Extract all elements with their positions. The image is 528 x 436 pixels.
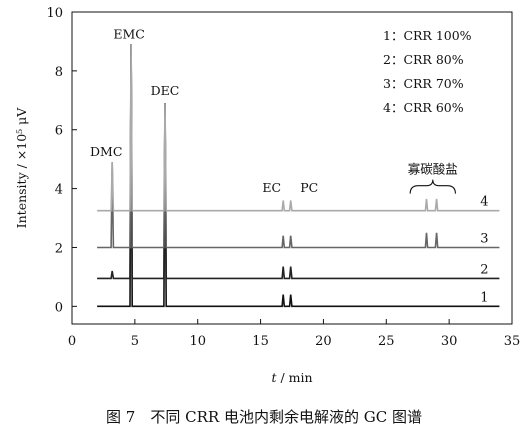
y-axis-label: Intensity / ×10⁵ μV [14, 107, 29, 229]
x-axis-label: t / min [271, 370, 312, 385]
ticks-layer: 0 5 10 15 20 25 30 35 0 2 4 6 8 10 t / min Intensity / … [14, 6, 520, 385]
y-tick-label: 6 [55, 124, 63, 139]
y-tick-label: 2 [55, 241, 63, 256]
legend: 1：CRR 100% 2：CRR 80% 3：CRR 70% 4：CRR 60% [383, 28, 472, 115]
legend-entry-4: 4：CRR 60% [383, 100, 464, 115]
x-tick-label: 30 [441, 334, 458, 349]
x-tick-label: 25 [378, 334, 395, 349]
oligo-brace [409, 179, 456, 194]
series-layer: 1 2 3 4 [97, 44, 500, 308]
peak-label-ec: EC [262, 180, 281, 195]
x-tick-label: 10 [189, 334, 206, 349]
x-tick-label: 20 [315, 334, 332, 349]
peak-label-pc: PC [300, 180, 318, 195]
peak-label-dec: DEC [151, 83, 180, 98]
labels-layer: DMC EMC DEC EC PC 寡碳酸盐 [90, 26, 458, 195]
figure-caption: 图 7 不同 CRR 电池内剩余电解液的 GC 图谱 [106, 408, 422, 426]
plot-frame [71, 11, 513, 325]
peak-label-dmc: DMC [90, 144, 122, 159]
curve-label-4: 4 [480, 195, 488, 210]
peak-label-emc: EMC [113, 26, 145, 41]
x-tick-label: 0 [68, 334, 76, 349]
curve-label-2: 2 [480, 262, 488, 277]
y-tick-label: 4 [55, 183, 63, 198]
curve-label-1: 1 [480, 290, 488, 305]
series-line-4 [97, 44, 500, 212]
legend-entry-3: 3：CRR 70% [383, 76, 464, 91]
plot-border [71, 11, 513, 325]
y-tick-label: 8 [55, 65, 63, 80]
legend-entry-1: 1：CRR 100% [383, 28, 472, 43]
curve-label-3: 3 [480, 231, 488, 246]
legend-entry-2: 2：CRR 80% [383, 52, 464, 67]
series-line-3 [97, 44, 500, 249]
y-tick-label: 10 [46, 6, 63, 21]
y-tick-label: 0 [55, 300, 63, 315]
gc-chart: 1 2 3 4 0 5 10 15 20 25 30 35 0 2 4 6 8 10 t / min Intensi… [14, 6, 520, 385]
x-tick-label: 5 [131, 334, 139, 349]
x-tick-label: 35 [504, 334, 521, 349]
x-tick-label: 15 [252, 334, 269, 349]
oligo-label: 寡碳酸盐 [408, 162, 458, 177]
